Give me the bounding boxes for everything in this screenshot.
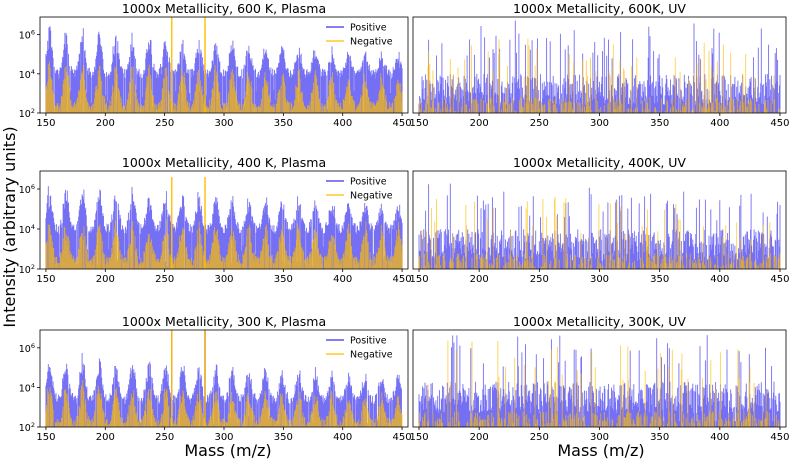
panel-1-ytick-label-6: 106: [19, 29, 35, 42]
panel-3-ytick-label-2: 102: [19, 263, 35, 276]
panel-5-xtick-label-200: 200: [96, 432, 115, 443]
panel-3-legend-label-positive: Positive: [350, 177, 387, 188]
panel-2-xtick-label-350: 350: [650, 118, 669, 129]
panel-3-title: 1000x Metallicity, 400 K, Plasma: [122, 155, 326, 170]
panel-1-xtick-label-450: 450: [393, 118, 412, 129]
panel-2-xtick-label-200: 200: [470, 118, 489, 129]
panel-6-xtick-label-300: 300: [590, 432, 609, 443]
panel-2-xtick-label-450: 450: [770, 118, 789, 129]
panel-5: 1000x Metallicity, 300 K, Plasma 150 200 25…: [19, 314, 412, 443]
panel-4-xtick-label-250: 250: [530, 274, 549, 285]
panel-6-xtick-label-450: 450: [770, 432, 789, 443]
panel-6-xtick-label-250: 250: [530, 432, 549, 443]
panel-5-xtick-label-450: 450: [393, 432, 412, 443]
panel-4: 1000x Metallicity, 400K, UV 150 200 250 300 3…: [409, 155, 789, 285]
panel-5-ytick-label-2: 102: [19, 421, 35, 434]
panel-4-xtick-label-450: 450: [770, 274, 789, 285]
y-axis-label: Intensity (arbitrary units): [0, 126, 19, 327]
chart-panels: 1000x Metallicity, 600 K, Plasma 150 200 25…: [19, 1, 789, 443]
panel-2-plot-area: [418, 20, 781, 113]
panel-4-xtick-label-350: 350: [650, 274, 669, 285]
panel-1: 1000x Metallicity, 600 K, Plasma 150 200 25…: [19, 1, 412, 129]
panel-6-xtick-label-150: 150: [409, 432, 428, 443]
panel-6-xtick-label-200: 200: [470, 432, 489, 443]
panel-3-ytick-label-4: 104: [19, 223, 35, 236]
panel-3-xtick-label-250: 250: [155, 274, 174, 285]
panel-3-legend-label-negative: Negative: [350, 191, 393, 202]
panel-2-xtick-label-250: 250: [530, 118, 549, 129]
panel-5-xtick-label-250: 250: [155, 432, 174, 443]
panel-1-xtick-label-300: 300: [214, 118, 233, 129]
panel-5-plot-area: [45, 330, 403, 427]
panel-3-xtick-label-450: 450: [393, 274, 412, 285]
panel-2-title: 1000x Metallicity, 600K, UV: [513, 1, 686, 16]
panel-1-legend: Positive Negative: [326, 23, 393, 48]
panel-5-legend: Positive Negative: [326, 336, 393, 361]
panel-3-xtick-label-400: 400: [333, 274, 352, 285]
panel-5-title: 1000x Metallicity, 300 K, Plasma: [122, 314, 326, 329]
panel-5-xtick-label-400: 400: [333, 432, 352, 443]
panel-6-xtick-label-400: 400: [710, 432, 729, 443]
panel-1-xtick-label-200: 200: [96, 118, 115, 129]
panel-1-xtick-label-150: 150: [36, 118, 55, 129]
panel-6-title: 1000x Metallicity, 300K, UV: [513, 314, 686, 329]
panel-3-legend: Positive Negative: [326, 177, 393, 202]
panel-2-xtick-label-300: 300: [590, 118, 609, 129]
panel-6: 1000x Metallicity, 300K, UV 150 200 250 300 3…: [409, 314, 789, 443]
panel-4-xtick-label-150: 150: [409, 274, 428, 285]
panel-2: 1000x Metallicity, 600K, UV 150 200 250 300 3…: [409, 1, 789, 129]
panel-4-plot-area: [418, 183, 781, 269]
panel-1-ytick-label-2: 102: [19, 107, 35, 120]
panel-4-title: 1000x Metallicity, 400K, UV: [513, 155, 686, 170]
panel-1-legend-label-positive: Positive: [350, 23, 387, 34]
panel-2-xtick-label-150: 150: [409, 118, 428, 129]
panel-4-negative-trace: [418, 196, 781, 269]
panel-2-xtick-label-400: 400: [710, 118, 729, 129]
x-axis-label-left: Mass (m/z): [184, 441, 271, 459]
panel-1-xtick-label-350: 350: [274, 118, 293, 129]
panel-2-positive-trace: [418, 20, 781, 113]
panel-1-xtick-label-400: 400: [333, 118, 352, 129]
panel-5-xtick-label-350: 350: [274, 432, 293, 443]
panel-3-xtick-label-350: 350: [274, 274, 293, 285]
panel-6-plot-area: [418, 335, 781, 427]
panel-1-ytick-label-4: 104: [19, 68, 35, 81]
panel-3-ytick-label-6: 106: [19, 183, 35, 196]
panel-1-xtick-label-250: 250: [155, 118, 174, 129]
panel-3-xtick-label-300: 300: [214, 274, 233, 285]
panel-4-xtick-label-300: 300: [590, 274, 609, 285]
panel-4-xtick-label-200: 200: [470, 274, 489, 285]
panel-3-xtick-label-150: 150: [36, 274, 55, 285]
panel-5-legend-label-positive: Positive: [350, 336, 387, 347]
panel-3-xtick-label-200: 200: [96, 274, 115, 285]
panel-3-plot-area: [45, 177, 403, 269]
panel-5-ytick-label-6: 106: [19, 342, 35, 355]
panel-1-legend-label-negative: Negative: [350, 37, 393, 48]
panel-1-title: 1000x Metallicity, 600 K, Plasma: [122, 1, 326, 16]
panel-5-xtick-label-150: 150: [36, 432, 55, 443]
panel-5-legend-label-negative: Negative: [350, 350, 393, 361]
panel-4-xtick-label-400: 400: [710, 274, 729, 285]
panel-5-ytick-label-4: 104: [19, 381, 35, 394]
panel-5-xtick-label-300: 300: [214, 432, 233, 443]
x-axis-label-right: Mass (m/z): [557, 441, 644, 459]
panel-6-positive-trace: [418, 335, 781, 427]
panel-3: 1000x Metallicity, 400 K, Plasma 150 200 25…: [19, 155, 412, 285]
panel-1-plot-area: [45, 17, 403, 113]
panel-6-negative-trace: [418, 340, 780, 427]
panel-6-xtick-label-350: 350: [650, 432, 669, 443]
